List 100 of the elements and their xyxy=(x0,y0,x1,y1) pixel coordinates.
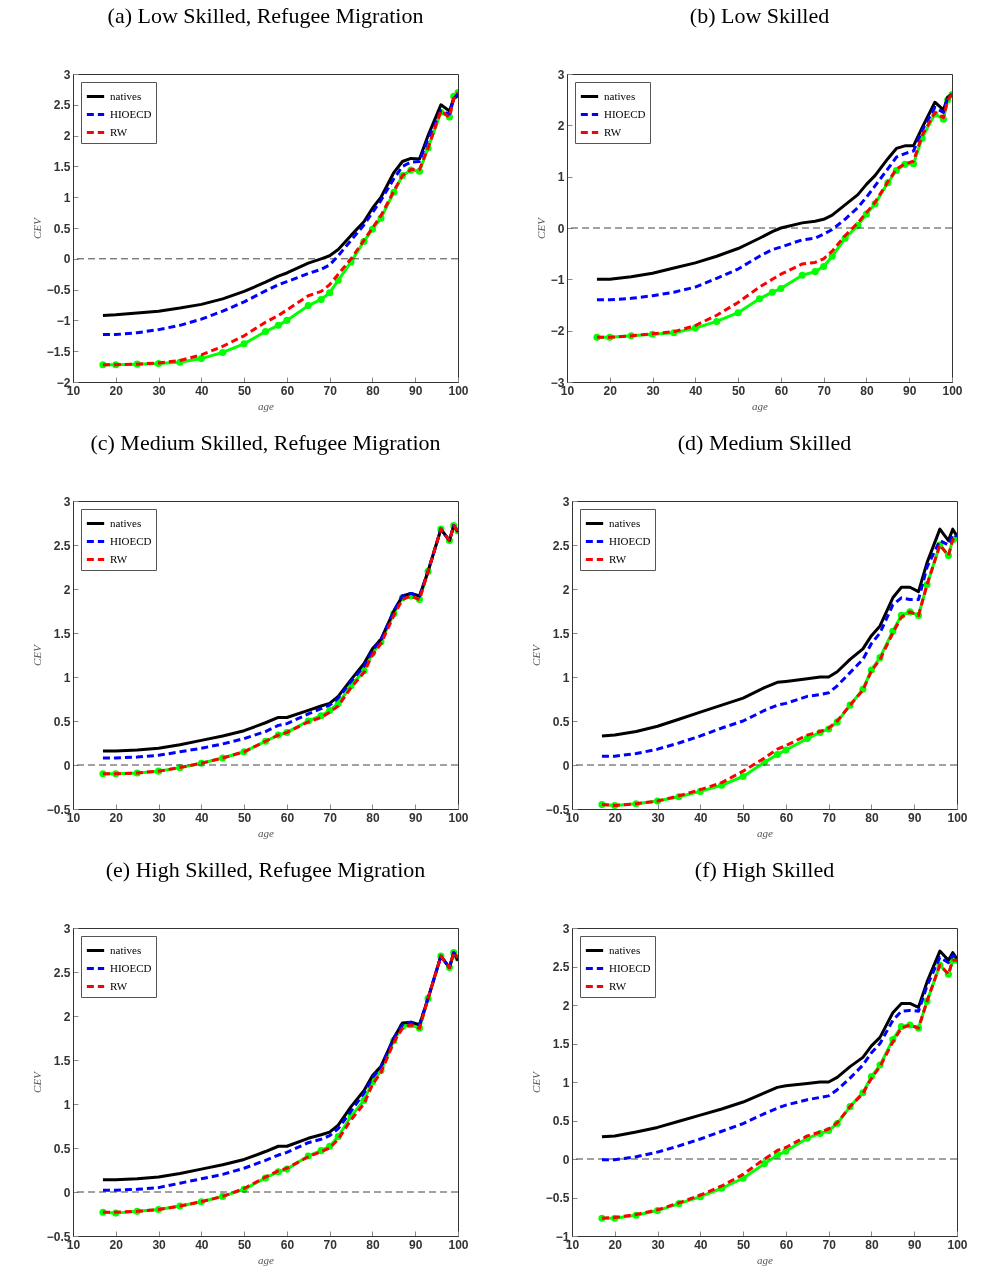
y-tick-label: −1.5 xyxy=(46,344,71,359)
y-axis-title: CEV xyxy=(529,643,542,666)
y-axis-title: CEV xyxy=(30,1070,43,1093)
y-axis-title: CEV xyxy=(30,216,43,239)
legend-label: RW xyxy=(603,125,622,138)
y-tick-label: 2.5 xyxy=(53,98,71,113)
x-tick-label: 40 xyxy=(194,1237,209,1252)
y-tick-label: −0.5 xyxy=(46,283,71,298)
y-tick-label: 0.5 xyxy=(53,714,71,729)
x-tick-label: 70 xyxy=(322,810,337,825)
x-tick-label: 100 xyxy=(447,383,469,398)
y-tick-label: 0 xyxy=(557,221,565,236)
chart-title: (b) Low Skilled xyxy=(689,3,829,28)
y-tick-label: 0 xyxy=(63,252,71,267)
x-tick-label: 30 xyxy=(151,1237,166,1252)
y-tick-label: 3 xyxy=(63,921,71,936)
x-tick-label: 70 xyxy=(322,1237,337,1252)
x-tick-label: 50 xyxy=(237,1237,252,1252)
legend-label: HIOECD xyxy=(109,534,152,547)
y-tick-label: 3 xyxy=(562,494,570,509)
y-tick-label: 2.5 xyxy=(552,538,570,553)
x-tick-label: 100 xyxy=(447,1237,469,1252)
y-tick-label: 3 xyxy=(557,67,565,82)
x-tick-label: 70 xyxy=(816,383,831,398)
x-tick-label: 40 xyxy=(194,383,209,398)
chart-title: (d) Medium Skilled xyxy=(677,430,851,455)
chart-title: (f) High Skilled xyxy=(694,857,834,882)
x-tick-label: 90 xyxy=(408,1237,423,1252)
y-tick-label: −0.5 xyxy=(545,1191,570,1205)
x-tick-label: 90 xyxy=(408,383,423,398)
x-tick-label: 100 xyxy=(447,810,469,825)
x-tick-label: 100 xyxy=(946,1237,968,1252)
y-tick-label: 1.5 xyxy=(552,626,570,641)
x-tick-label: 80 xyxy=(365,383,380,398)
x-tick-label: 60 xyxy=(280,810,294,825)
y-tick-label: 0 xyxy=(63,1185,71,1200)
chart-title: (c) Medium Skilled, Refugee Migration xyxy=(89,430,441,455)
legend-label: RW xyxy=(109,125,128,138)
legend-label: RW xyxy=(109,979,128,992)
y-tick-label: 2 xyxy=(557,118,565,133)
x-tick-label: 20 xyxy=(109,383,123,398)
y-tick-label: 1.5 xyxy=(53,159,71,174)
legend-label: HIOECD xyxy=(608,534,651,547)
x-axis-title: age xyxy=(257,1253,274,1266)
y-tick-label: −1 xyxy=(56,313,71,328)
y-tick-label: 0 xyxy=(63,758,71,773)
x-tick-label: 90 xyxy=(408,810,423,825)
y-tick-label: 0.5 xyxy=(53,221,71,236)
x-tick-label: 20 xyxy=(603,383,617,398)
x-tick-label: 20 xyxy=(608,810,622,825)
y-tick-label: 2.5 xyxy=(53,538,71,553)
x-tick-label: 100 xyxy=(946,810,968,825)
y-tick-label: 3 xyxy=(562,921,570,936)
x-tick-label: 90 xyxy=(907,810,922,825)
x-axis-title: age xyxy=(751,399,768,412)
legend-label: RW xyxy=(109,552,128,565)
x-tick-label: 50 xyxy=(736,1237,751,1252)
x-axis-title: age xyxy=(756,1253,773,1266)
legend-label: RW xyxy=(608,979,627,992)
legend-label: natives xyxy=(109,516,141,529)
x-tick-label: 20 xyxy=(608,1237,622,1252)
x-tick-label: 60 xyxy=(779,810,793,825)
legend-label: natives xyxy=(608,943,640,956)
x-tick-label: 60 xyxy=(280,383,294,398)
y-tick-label: 0 xyxy=(562,1152,570,1167)
y-tick-label: 1 xyxy=(562,1075,570,1090)
y-tick-label: 3 xyxy=(63,67,71,82)
chart-title: (e) High Skilled, Refugee Migration xyxy=(105,857,425,882)
x-tick-label: 20 xyxy=(109,810,123,825)
y-tick-label: 2 xyxy=(562,998,570,1013)
y-tick-label: 1.5 xyxy=(552,1037,570,1051)
y-tick-label: 2 xyxy=(562,582,570,597)
x-tick-label: 80 xyxy=(859,383,874,398)
x-tick-label: 80 xyxy=(864,810,879,825)
y-axis-title: CEV xyxy=(534,216,547,239)
y-tick-label: 0 xyxy=(562,758,570,773)
x-tick-label: 30 xyxy=(650,810,665,825)
legend-label: HIOECD xyxy=(603,107,646,120)
y-tick-label: 1.5 xyxy=(53,1053,71,1068)
x-tick-label: 60 xyxy=(280,1237,294,1252)
y-tick-label: 2 xyxy=(63,582,71,597)
legend-label: natives xyxy=(603,89,635,102)
legend-label: natives xyxy=(109,943,141,956)
legend-label: RW xyxy=(608,552,627,565)
x-tick-label: 30 xyxy=(650,1237,665,1252)
y-tick-label: 1 xyxy=(562,670,570,685)
x-tick-label: 70 xyxy=(821,810,836,825)
x-tick-label: 70 xyxy=(821,1237,836,1252)
y-tick-label: 1 xyxy=(557,170,565,185)
legend-label: HIOECD xyxy=(608,961,651,974)
x-axis-title: age xyxy=(257,826,274,839)
x-tick-label: 80 xyxy=(365,1237,380,1252)
x-tick-label: 40 xyxy=(688,383,703,398)
y-tick-label: 0.5 xyxy=(53,1141,71,1156)
y-tick-label: 2 xyxy=(63,1009,71,1024)
y-tick-label: 1.5 xyxy=(53,626,71,641)
y-tick-label: 2.5 xyxy=(53,965,71,980)
x-axis-title: age xyxy=(756,826,773,839)
x-tick-label: 80 xyxy=(365,810,380,825)
x-tick-label: 40 xyxy=(693,810,708,825)
